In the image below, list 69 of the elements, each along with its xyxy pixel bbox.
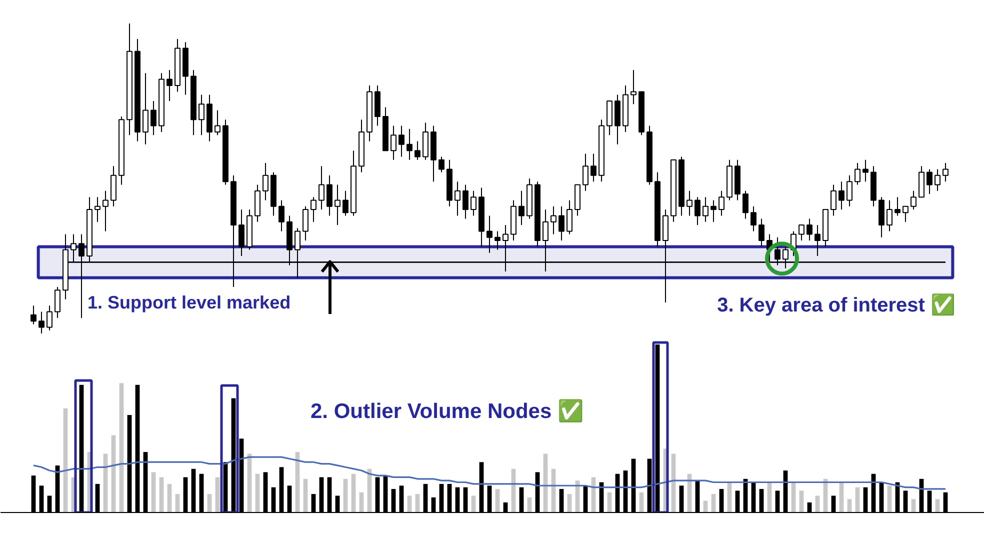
candlestick [238, 209, 244, 256]
candlestick [214, 110, 220, 136]
candlestick [798, 224, 804, 241]
candlestick [830, 184, 836, 216]
annotation: 3. Key area of interest ✅ [717, 292, 956, 316]
candlestick [494, 230, 500, 250]
candlestick [310, 196, 316, 222]
candlestick [518, 190, 524, 226]
candlestick [934, 168, 940, 192]
annotation: 2. Outlier Volume Nodes ✅ [310, 398, 584, 423]
candlestick [454, 181, 460, 216]
candlestick [342, 190, 348, 216]
candlestick [470, 190, 476, 216]
candlestick [390, 125, 396, 160]
candlestick [630, 70, 636, 105]
candlestick [862, 159, 868, 182]
candlestick [462, 184, 468, 220]
candlestick [694, 196, 700, 226]
candlestick [758, 218, 764, 248]
candlestick [926, 168, 932, 194]
candlestick [902, 206, 908, 222]
bar [215, 477, 220, 512]
candlestick [814, 224, 820, 256]
candlestick [702, 196, 708, 222]
bar [151, 472, 156, 512]
bar [119, 383, 124, 512]
candlestick [486, 215, 492, 254]
candlestick [142, 72, 148, 145]
candlestick [686, 190, 692, 216]
annotation: 1. Support level marked [88, 292, 291, 312]
candlestick [302, 206, 308, 241]
candlestick [886, 200, 892, 232]
candlestick [398, 125, 404, 158]
bar [799, 490, 804, 512]
candlestick [46, 305, 52, 331]
candlestick [910, 190, 916, 210]
candlestick [894, 196, 900, 216]
candlestick [94, 196, 100, 222]
candlestick [54, 286, 60, 318]
candlestick [438, 156, 444, 173]
candlestick [150, 100, 156, 136]
candlestick [30, 305, 36, 325]
candlestick [582, 153, 588, 192]
bar [159, 477, 164, 512]
candlestick [334, 184, 340, 226]
candlestick [854, 162, 860, 186]
candlestick [550, 206, 556, 235]
candlestick [102, 190, 108, 232]
candlestick [414, 140, 420, 160]
candlestick [942, 162, 948, 182]
candlestick [262, 162, 268, 201]
candlestick [318, 166, 324, 210]
candlestick [710, 200, 716, 222]
candlestick [846, 174, 852, 207]
candlestick [806, 218, 812, 241]
candlestick [198, 94, 204, 136]
candlestick [326, 174, 332, 216]
candlestick [566, 200, 572, 235]
candlestick [742, 190, 748, 220]
candlestick [718, 190, 724, 216]
bar [887, 486, 892, 512]
candlestick [558, 206, 564, 241]
candlestick [406, 128, 412, 160]
candlestick [38, 311, 44, 334]
candlestick [838, 181, 844, 210]
candlestick [166, 70, 172, 102]
candlestick [590, 153, 596, 182]
candlestick [750, 206, 756, 232]
candlestick [278, 200, 284, 232]
